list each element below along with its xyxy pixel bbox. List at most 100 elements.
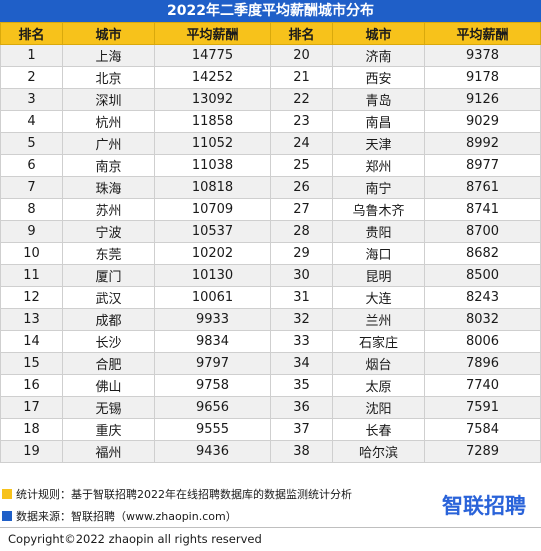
cell-salary-right: 8032 bbox=[424, 308, 541, 331]
cell-rank-right: 24 bbox=[270, 132, 333, 155]
cell-city-left: 南京 bbox=[62, 154, 155, 177]
cell-salary-left: 10537 bbox=[154, 220, 271, 243]
cell-salary-right: 8682 bbox=[424, 242, 541, 265]
cell-salary-right: 7896 bbox=[424, 352, 541, 375]
cell-rank-left: 12 bbox=[0, 286, 63, 309]
cell-salary-right: 8006 bbox=[424, 330, 541, 353]
header-city-right: 城市 bbox=[332, 22, 425, 45]
cell-salary-right: 8243 bbox=[424, 286, 541, 309]
cell-rank-right: 20 bbox=[270, 44, 333, 67]
cell-salary-right: 8977 bbox=[424, 154, 541, 177]
cell-city-right: 烟台 bbox=[332, 352, 425, 375]
cell-city-left: 长沙 bbox=[62, 330, 155, 353]
cell-salary-right: 9126 bbox=[424, 88, 541, 111]
cell-salary-left: 11858 bbox=[154, 110, 271, 133]
cell-salary-left: 9834 bbox=[154, 330, 271, 353]
table-row: 4 杭州 11858 23 南昌 9029 bbox=[0, 110, 541, 133]
note-source-text: 数据来源：智联招聘（www.zhaopin.com） bbox=[16, 510, 237, 523]
cell-city-right: 昆明 bbox=[332, 264, 425, 287]
cell-rank-right: 34 bbox=[270, 352, 333, 375]
cell-city-right: 长春 bbox=[332, 418, 425, 441]
cell-rank-left: 5 bbox=[0, 132, 63, 155]
cell-salary-left: 13092 bbox=[154, 88, 271, 111]
table-row: 12 武汉 10061 31 大连 8243 bbox=[0, 286, 541, 309]
cell-city-right: 济南 bbox=[332, 44, 425, 67]
cell-salary-left: 11052 bbox=[154, 132, 271, 155]
cell-city-right: 青岛 bbox=[332, 88, 425, 111]
cell-salary-left: 9758 bbox=[154, 374, 271, 397]
table-row: 19 福州 9436 38 哈尔滨 7289 bbox=[0, 440, 541, 463]
table-row: 16 佛山 9758 35 太原 7740 bbox=[0, 374, 541, 397]
header-salary-left: 平均薪酬 bbox=[154, 22, 271, 45]
header-salary-right: 平均薪酬 bbox=[424, 22, 541, 45]
cell-salary-right: 8992 bbox=[424, 132, 541, 155]
cell-rank-right: 26 bbox=[270, 176, 333, 199]
cell-salary-right: 9029 bbox=[424, 110, 541, 133]
cell-rank-left: 6 bbox=[0, 154, 63, 177]
cell-city-left: 无锡 bbox=[62, 396, 155, 419]
table-row: 5 广州 11052 24 天津 8992 bbox=[0, 132, 541, 155]
cell-rank-left: 16 bbox=[0, 374, 63, 397]
table-row: 18 重庆 9555 37 长春 7584 bbox=[0, 418, 541, 441]
table-row: 9 宁波 10537 28 贵阳 8700 bbox=[0, 220, 541, 243]
cell-salary-right: 8500 bbox=[424, 264, 541, 287]
cell-salary-right: 9378 bbox=[424, 44, 541, 67]
header-rank-left: 排名 bbox=[0, 22, 63, 45]
note-source: 数据来源：智联招聘（www.zhaopin.com） bbox=[2, 508, 237, 524]
cell-rank-right: 32 bbox=[270, 308, 333, 331]
cell-rank-right: 35 bbox=[270, 374, 333, 397]
cell-salary-right: 7591 bbox=[424, 396, 541, 419]
cell-salary-left: 9436 bbox=[154, 440, 271, 463]
cell-salary-left: 11038 bbox=[154, 154, 271, 177]
cell-city-right: 南昌 bbox=[332, 110, 425, 133]
cell-rank-right: 27 bbox=[270, 198, 333, 221]
header-city-left: 城市 bbox=[62, 22, 155, 45]
cell-city-right: 南宁 bbox=[332, 176, 425, 199]
cell-rank-right: 21 bbox=[270, 66, 333, 89]
cell-city-left: 宁波 bbox=[62, 220, 155, 243]
table-row: 13 成都 9933 32 兰州 8032 bbox=[0, 308, 541, 331]
cell-city-right: 贵阳 bbox=[332, 220, 425, 243]
cell-rank-right: 29 bbox=[270, 242, 333, 265]
cell-salary-right: 8761 bbox=[424, 176, 541, 199]
cell-salary-left: 10709 bbox=[154, 198, 271, 221]
table-row: 15 合肥 9797 34 烟台 7896 bbox=[0, 352, 541, 375]
cell-rank-left: 3 bbox=[0, 88, 63, 111]
table-body: 1 上海 14775 20 济南 9378 2 北京 14252 21 西安 9178 3 深圳 13092… bbox=[0, 44, 541, 463]
cell-city-left: 合肥 bbox=[62, 352, 155, 375]
cell-city-right: 大连 bbox=[332, 286, 425, 309]
note-rule: 统计规则：基于智联招聘2022年在线招聘数据库的数据监测统计分析 bbox=[2, 486, 352, 502]
table-row: 1 上海 14775 20 济南 9378 bbox=[0, 44, 541, 67]
salary-table: 排名 城市 平均薪酬 排名 城市 平均薪酬 1 上海 14775 20 济南 9378 2 北… bbox=[0, 22, 541, 463]
table-row: 2 北京 14252 21 西安 9178 bbox=[0, 66, 541, 89]
cell-rank-left: 1 bbox=[0, 44, 63, 67]
cell-rank-left: 7 bbox=[0, 176, 63, 199]
cell-salary-right: 7740 bbox=[424, 374, 541, 397]
cell-city-right: 兰州 bbox=[332, 308, 425, 331]
table-row: 6 南京 11038 25 郑州 8977 bbox=[0, 154, 541, 177]
header-rank-right: 排名 bbox=[270, 22, 333, 45]
cell-city-left: 佛山 bbox=[62, 374, 155, 397]
cell-salary-left: 14775 bbox=[154, 44, 271, 67]
cell-salary-right: 8741 bbox=[424, 198, 541, 221]
zhaopin-logo: 智联招聘 bbox=[442, 494, 526, 518]
cell-rank-left: 18 bbox=[0, 418, 63, 441]
cell-city-right: 海口 bbox=[332, 242, 425, 265]
cell-rank-right: 22 bbox=[270, 88, 333, 111]
cell-rank-right: 33 bbox=[270, 330, 333, 353]
footer-divider bbox=[0, 527, 541, 528]
table-title: 2022年二季度平均薪酬城市分布 bbox=[0, 0, 541, 22]
cell-city-left: 东莞 bbox=[62, 242, 155, 265]
cell-city-left: 上海 bbox=[62, 44, 155, 67]
cell-rank-left: 8 bbox=[0, 198, 63, 221]
cell-city-left: 福州 bbox=[62, 440, 155, 463]
cell-rank-right: 25 bbox=[270, 154, 333, 177]
cell-city-right: 沈阳 bbox=[332, 396, 425, 419]
cell-rank-right: 37 bbox=[270, 418, 333, 441]
cell-rank-right: 36 bbox=[270, 396, 333, 419]
cell-rank-left: 19 bbox=[0, 440, 63, 463]
cell-salary-left: 9555 bbox=[154, 418, 271, 441]
cell-salary-right: 8700 bbox=[424, 220, 541, 243]
cell-city-right: 太原 bbox=[332, 374, 425, 397]
cell-salary-right: 7289 bbox=[424, 440, 541, 463]
